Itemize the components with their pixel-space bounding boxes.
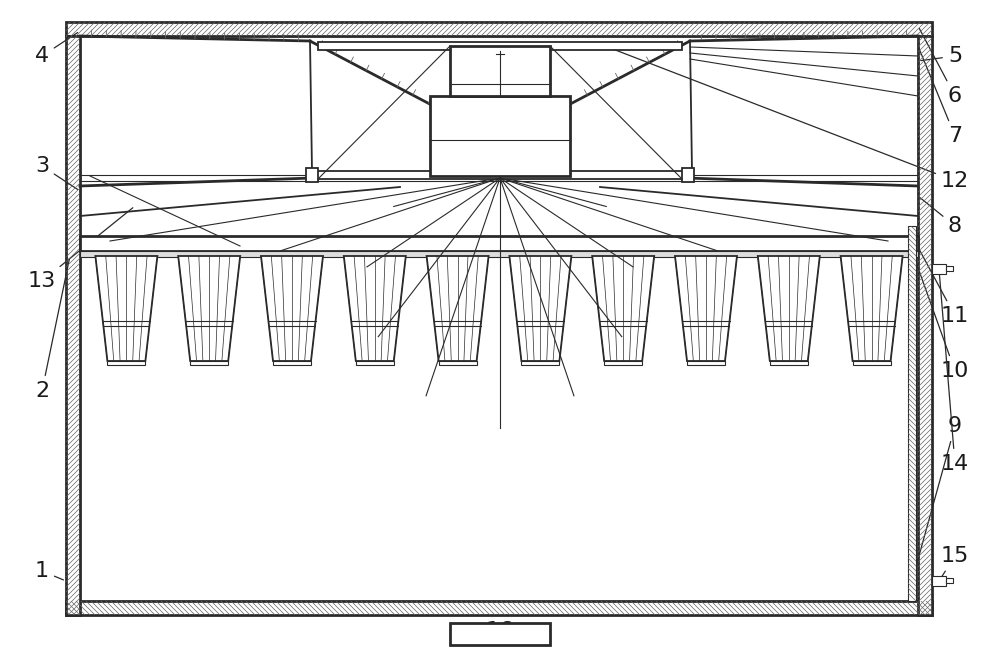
Bar <box>908 226 916 601</box>
Bar <box>430 96 570 176</box>
Bar <box>946 266 953 271</box>
Bar <box>450 623 550 645</box>
Text: 8: 8 <box>920 197 962 236</box>
Text: 3: 3 <box>35 156 78 190</box>
Polygon shape <box>758 256 820 361</box>
Bar <box>66 601 932 615</box>
Bar <box>306 168 318 182</box>
Bar <box>80 36 918 601</box>
Text: 14: 14 <box>939 272 969 474</box>
Bar <box>273 361 311 365</box>
Bar <box>521 361 559 365</box>
Bar <box>66 36 80 615</box>
Text: 11: 11 <box>913 238 969 326</box>
Bar <box>66 601 932 615</box>
Text: 13: 13 <box>28 208 133 291</box>
Text: 6: 6 <box>919 28 962 106</box>
Text: 15: 15 <box>940 546 969 579</box>
Bar <box>66 36 80 615</box>
Bar <box>932 264 946 274</box>
Text: 9: 9 <box>913 416 962 579</box>
Bar <box>80 251 918 601</box>
Bar <box>80 251 918 257</box>
Bar <box>932 576 946 586</box>
Text: 4: 4 <box>35 33 78 66</box>
Bar <box>908 226 916 601</box>
Bar <box>604 361 642 365</box>
Text: 10: 10 <box>913 254 969 381</box>
Text: 16: 16 <box>486 621 514 645</box>
Bar <box>450 46 550 96</box>
Text: 12: 12 <box>608 47 969 191</box>
Bar <box>80 36 918 256</box>
Polygon shape <box>841 256 903 361</box>
Bar <box>66 22 932 36</box>
Bar <box>310 171 690 179</box>
Bar <box>190 361 228 365</box>
Polygon shape <box>592 256 654 361</box>
Bar <box>80 236 918 251</box>
Bar <box>356 361 394 365</box>
Polygon shape <box>344 256 406 361</box>
Bar <box>770 361 808 365</box>
Bar <box>687 361 725 365</box>
Text: 7: 7 <box>919 49 962 146</box>
Polygon shape <box>509 256 571 361</box>
Polygon shape <box>178 256 240 361</box>
Text: 2: 2 <box>35 258 69 401</box>
Polygon shape <box>261 256 323 361</box>
Bar <box>853 361 891 365</box>
Polygon shape <box>675 256 737 361</box>
Bar <box>66 22 932 36</box>
Text: 1: 1 <box>35 561 63 581</box>
Bar <box>107 361 145 365</box>
Text: 5: 5 <box>921 46 962 66</box>
Bar <box>682 168 694 182</box>
Polygon shape <box>95 256 157 361</box>
Bar <box>946 578 953 583</box>
Bar <box>439 361 477 365</box>
Bar <box>918 36 932 615</box>
Bar <box>918 36 932 615</box>
Polygon shape <box>427 256 489 361</box>
Bar <box>318 42 682 50</box>
